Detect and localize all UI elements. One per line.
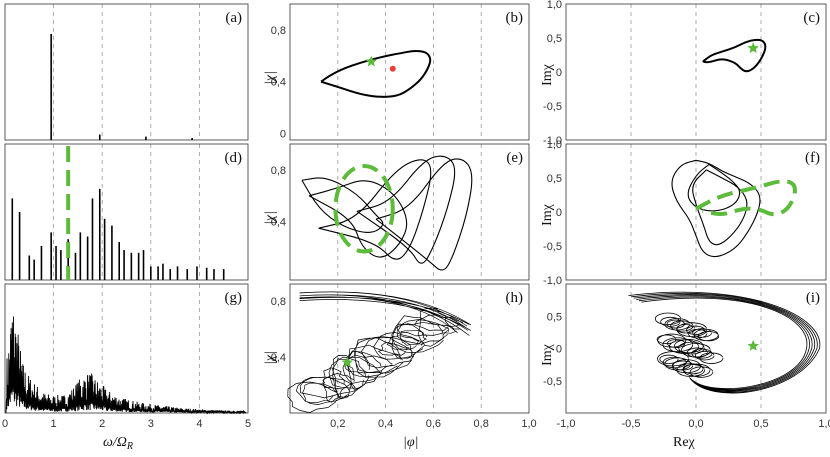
y-tick-i-0: -0,5	[543, 376, 562, 388]
y-tick-e-1: 0,8	[271, 165, 286, 177]
panel-a: (a)	[4, 3, 249, 141]
y-tick-b-1: 0,4	[271, 77, 286, 89]
y-tick-h-1: 0,8	[271, 296, 286, 308]
x-tick-g-1: 1	[51, 418, 57, 430]
y-tick-c-2: 0	[556, 67, 562, 79]
frame-c	[565, 3, 827, 141]
x-tick-i-2: 0,0	[688, 418, 703, 430]
panel-letter-a: (a)	[225, 10, 242, 26]
trajectory-loop-e-3	[356, 155, 456, 264]
panel-letter-d: (d)	[225, 150, 243, 166]
spectrum-trace-g	[5, 316, 247, 415]
x-tick-g-3: 3	[148, 418, 154, 430]
y-tick-e-0: 0,4	[271, 217, 286, 229]
panel-e: 0,4 0,8 (e)	[271, 143, 530, 281]
panel-letter-h: (h)	[506, 290, 524, 306]
y-tick-b-0: 0	[280, 129, 286, 141]
panel-f: -1,0 -0,5 0 0,5 1,0 (f)	[543, 139, 827, 287]
x-tick-g-2: 2	[99, 418, 105, 430]
trajectory-loop-e-2	[318, 159, 432, 260]
trajectory-chaotic-h	[287, 291, 472, 414]
frame-i	[565, 283, 827, 414]
trajectory-c	[702, 38, 767, 73]
panel-c: -1,0 -0,5 0 0,5 1,0 (c)	[543, 0, 827, 147]
y-label-im-i: Imχ	[540, 343, 555, 366]
x-tick-g-5: 5	[245, 418, 251, 430]
panel-letter-e: (e)	[506, 150, 523, 166]
frame-e	[289, 143, 530, 281]
y-tick-f-3: 0,5	[547, 173, 562, 185]
y-tick-h-0: 0,4	[271, 352, 286, 364]
x-label-re: Reχ	[673, 435, 696, 450]
trajectory-loop-f-2	[687, 163, 741, 212]
star-marker-i	[747, 339, 759, 351]
x-tick-i-0: -1,0	[557, 418, 576, 430]
frame-h	[289, 283, 530, 414]
x-tick-h-1: 0,4	[378, 418, 393, 430]
y-tick-c-3: 0,5	[547, 33, 562, 45]
y-tick-b-2: 0,8	[271, 25, 286, 37]
y-tick-i-1: 0	[556, 344, 562, 356]
panel-b: 0 0,4 0,8 (b)	[271, 3, 530, 141]
x-tick-h-4: 1,0	[521, 418, 536, 430]
panel-d: (d)	[4, 143, 249, 281]
x-label-phi: |φ|	[403, 435, 418, 450]
trajectory-loop-f-0	[671, 159, 761, 258]
y-tick-f-2: 0	[556, 207, 562, 219]
y-label-chi-b: |χ|	[263, 71, 278, 85]
x-tick-g-4: 4	[196, 418, 202, 430]
panel-g: 0 1 2 3 4 5 (g)	[2, 283, 251, 430]
frame-a	[4, 3, 249, 141]
y-tick-c-4: 1,0	[547, 0, 562, 11]
y-label-chi-h: |χ|	[263, 351, 278, 365]
x-tick-i-3: 0,5	[753, 418, 768, 430]
x-tick-h-2: 0,6	[426, 418, 441, 430]
x-tick-g-0: 0	[2, 418, 8, 430]
y-tick-c-1: -0,5	[543, 101, 562, 113]
star-marker-b	[365, 55, 377, 67]
frame-g	[4, 283, 249, 414]
frame-b	[289, 3, 530, 141]
trajectory-loop-f-1	[692, 169, 748, 246]
periodic-orbit-e	[333, 164, 395, 254]
panel-letter-i: (i)	[806, 290, 820, 306]
frame-d	[4, 143, 249, 281]
trajectory-chaotic-i	[628, 291, 821, 394]
frame-f	[565, 143, 827, 281]
panel-i: -0,5 0 0,5 -1,0 -0,5 0,0 0,5 1,0 (i)	[543, 283, 830, 430]
x-tick-i-4: 1,0	[818, 418, 830, 430]
star-marker-c	[747, 42, 759, 54]
panel-h: 0,4 0,8 0,2 0,4 0,6 0,8 1,0 (h)	[271, 283, 537, 430]
y-label-chi-e: |χ|	[263, 211, 278, 225]
x-tick-h-0: 0,2	[330, 418, 345, 430]
x-label-spectrum: ω/ΩR	[103, 435, 133, 452]
dot-marker-b	[389, 65, 396, 72]
trajectory-b	[320, 50, 432, 98]
y-tick-f-4: 1,0	[547, 139, 562, 151]
periodic-orbit-f	[695, 179, 797, 217]
x-tick-i-1: -0,5	[622, 418, 641, 430]
y-tick-i-2: 0,5	[547, 311, 562, 323]
panel-letter-g: (g)	[225, 290, 243, 306]
y-label-im-f: Imχ	[540, 203, 555, 226]
star-marker-h	[341, 356, 354, 368]
y-tick-f-1: -0,5	[543, 241, 562, 253]
y-label-im-c: Imχ	[540, 63, 555, 86]
trajectory-loop-e-4	[375, 158, 473, 271]
panel-letter-f: (f)	[805, 150, 820, 166]
panel-letter-b: (b)	[506, 10, 524, 26]
panel-letter-c: (c)	[803, 10, 820, 26]
x-tick-h-3: 0,8	[474, 418, 489, 430]
y-tick-f-0: -1,0	[543, 275, 562, 287]
y-tick-c-0: -1,0	[543, 135, 562, 147]
